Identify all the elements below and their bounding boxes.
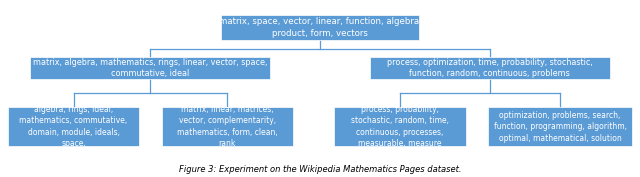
Text: matrix, linear, matrices,
vector, complementarity,
mathematics, form, clean,
ran: matrix, linear, matrices, vector, comple… bbox=[177, 105, 278, 148]
Text: process, optimization, time, probability, stochastic,
function, random, continuo: process, optimization, time, probability… bbox=[387, 58, 593, 78]
Text: algebra, rings, ideal,
mathematics, commutative,
domain, module, ideals,
space,: algebra, rings, ideal, mathematics, comm… bbox=[19, 105, 128, 148]
FancyBboxPatch shape bbox=[8, 107, 140, 147]
FancyBboxPatch shape bbox=[488, 107, 632, 147]
FancyBboxPatch shape bbox=[30, 57, 270, 79]
FancyBboxPatch shape bbox=[370, 57, 610, 79]
Text: optimization, problems, search,
function, programming, algorithm,
optimal, mathe: optimization, problems, search, function… bbox=[493, 111, 627, 142]
Text: matrix, space, vector, linear, function, algebra,
product, form, vectors: matrix, space, vector, linear, function,… bbox=[219, 17, 421, 38]
FancyBboxPatch shape bbox=[334, 107, 466, 147]
FancyBboxPatch shape bbox=[221, 15, 419, 40]
Text: process, probability,
stochastic, random, time,
continuous, processes,
measurabl: process, probability, stochastic, random… bbox=[351, 105, 449, 148]
Text: matrix, algebra, mathematics, rings, linear, vector, space,
commutative, ideal: matrix, algebra, mathematics, rings, lin… bbox=[33, 58, 268, 78]
Text: Figure 3: Experiment on the Wikipedia Mathematics Pages dataset.: Figure 3: Experiment on the Wikipedia Ma… bbox=[179, 165, 461, 174]
FancyBboxPatch shape bbox=[161, 107, 292, 147]
